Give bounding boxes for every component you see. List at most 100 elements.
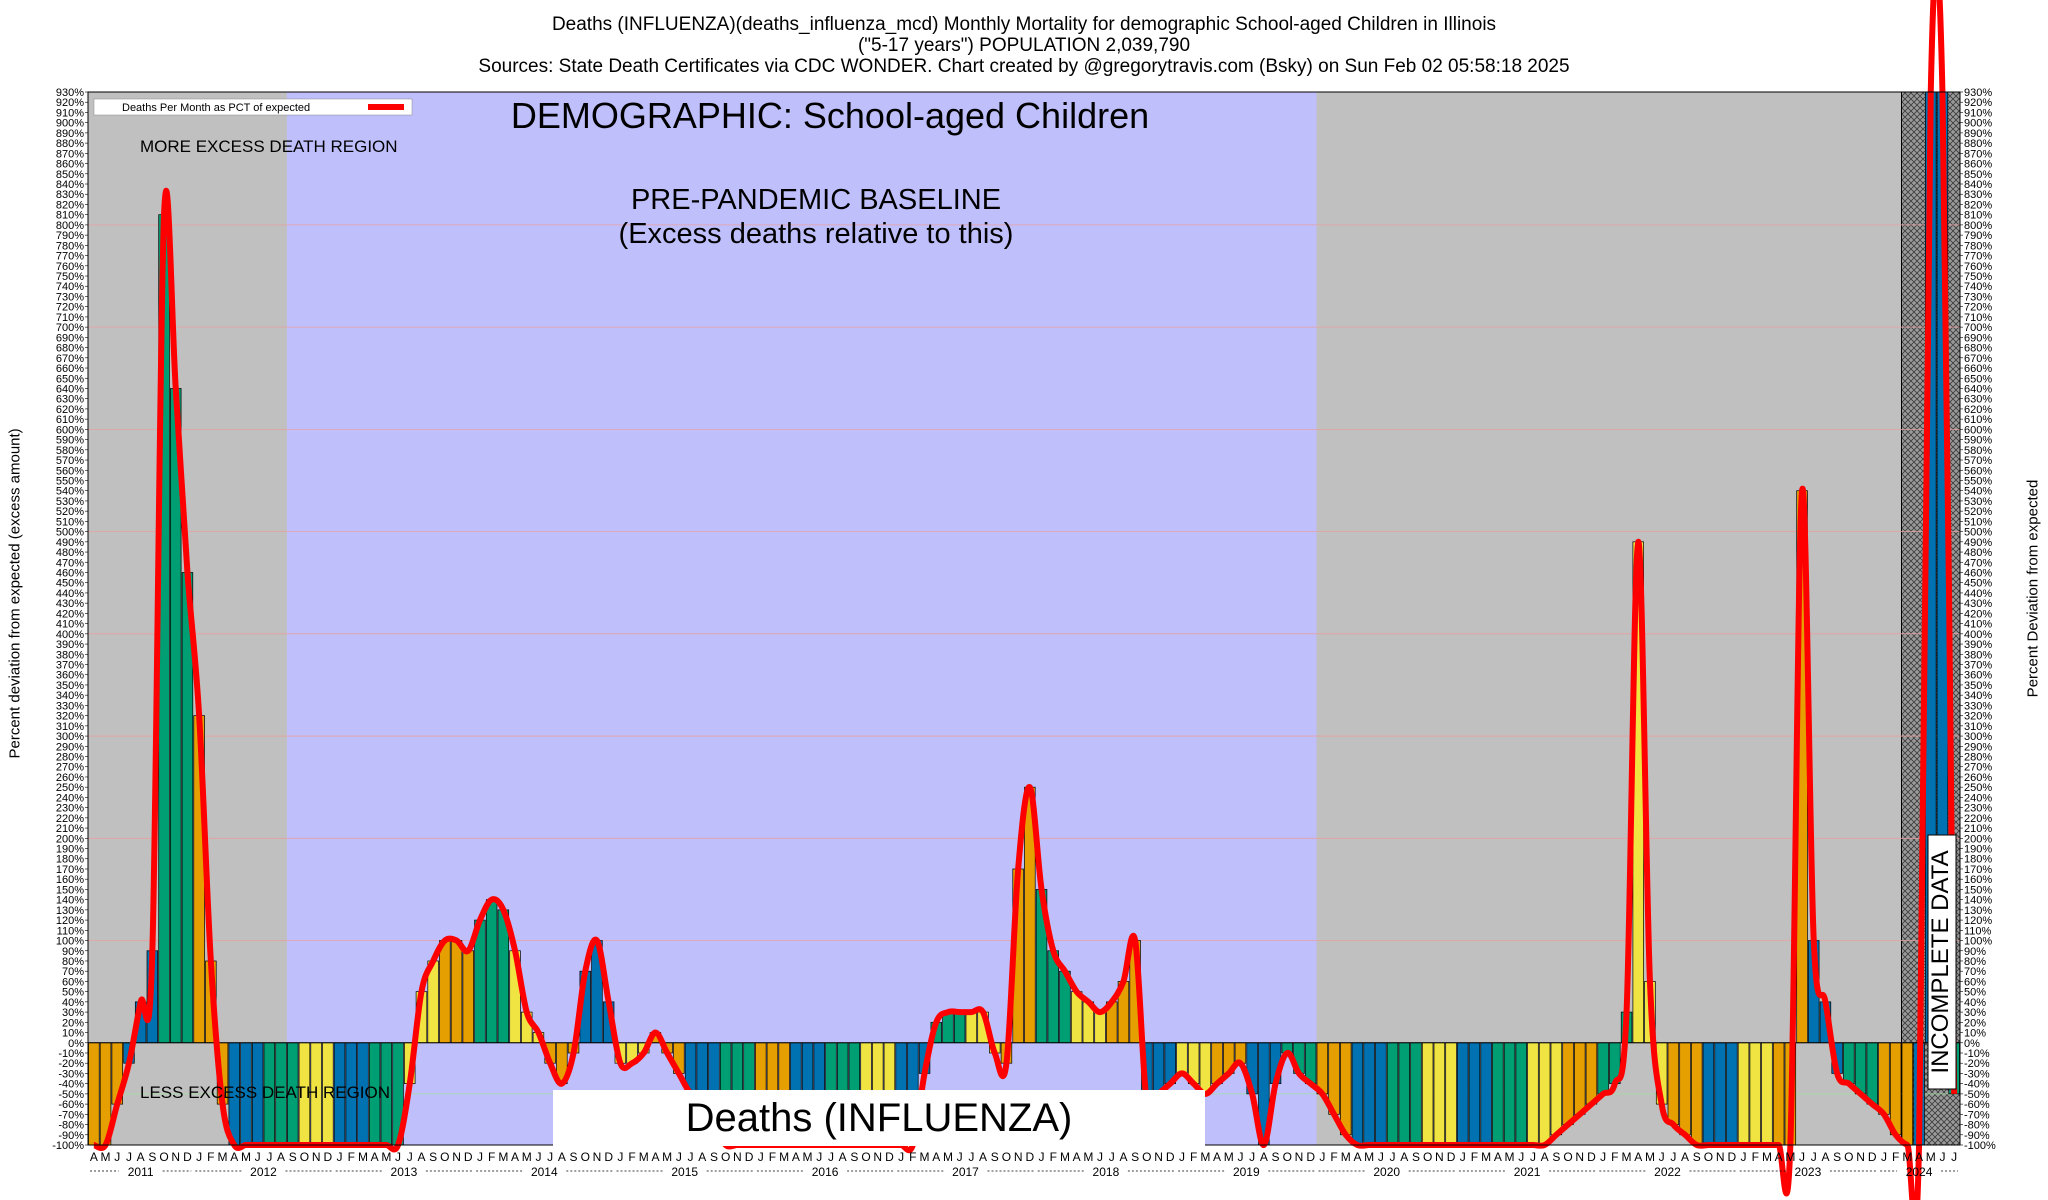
x-tick-month-label: M [779,1150,789,1164]
y-tick-label-left: 490% [56,537,84,549]
bar [485,899,498,1044]
x-tick-month-label: D [1868,1150,1877,1164]
x-tick-month-label: N [171,1150,180,1164]
chart-title-line2: ("5-17 years") POPULATION 2,039,790 [857,35,1191,56]
x-tick-month-label: J [816,1150,822,1164]
y-tick-label-left: 280% [56,752,84,764]
x-tick-month-label: J [547,1150,553,1164]
x-tick-month-label: N [312,1150,321,1164]
x-tick-month-label: J [1378,1150,1384,1164]
x-tick-year-label: 2023 [1795,1165,1822,1179]
x-tick-month-label: F [1471,1150,1478,1164]
x-tick-month-label: N [1295,1150,1304,1164]
y-tick-label-right: 720% [1964,302,1992,314]
y-tick-label-right: 140% [1964,895,1992,907]
x-tick-month-label: D [1728,1150,1737,1164]
y-tick-label-left: 600% [56,424,84,436]
x-tick-month-label: O [721,1150,730,1164]
x-tick-month-label: S [710,1150,718,1164]
y-tick-label-right: 510% [1964,516,1992,528]
y-tick-label-right: 760% [1964,261,1992,273]
y-tick-label-right: 700% [1964,322,1992,334]
x-tick-month-label: O [581,1150,590,1164]
x-tick-month-label: J [1518,1150,1524,1164]
incomplete-data-label: INCOMPLETE DATA [1927,850,1954,1073]
x-tick-month-label: O [1002,1150,1011,1164]
x-tick-month-label: A [417,1150,425,1164]
y-tick-label-right: 410% [1964,619,1992,631]
bar [1574,1042,1586,1115]
y-tick-label-right: 520% [1964,506,1992,518]
y-tick-label-left: 470% [56,557,84,569]
bar [1199,1042,1212,1095]
x-tick-month-label: F [488,1150,495,1164]
y-tick-label-left: 700% [56,322,84,334]
x-tick-month-label: F [1190,1150,1197,1164]
y-tick-label-right: 350% [1964,680,1992,692]
x-tick-month-label: J [1600,1150,1606,1164]
bar [88,1042,100,1146]
bar [1667,1042,1680,1125]
bar [1866,1042,1878,1105]
y-tick-label-left: 640% [56,383,84,395]
x-tick-month-label: S [148,1150,156,1164]
y-tick-label-left: 250% [56,782,84,794]
y-tick-label-right: -70% [1964,1109,1990,1121]
y-tick-label-left: 330% [56,700,84,712]
x-tick-month-label: J [957,1150,963,1164]
y-tick-label-left: 930% [56,87,84,99]
x-tick-month-label: O [1283,1150,1292,1164]
x-tick-month-label: M [639,1150,649,1164]
x-tick-month-label: F [909,1150,916,1164]
x-tick-month-label: F [348,1150,355,1164]
bar [1094,1011,1106,1044]
y-tick-label-right: 230% [1964,803,1992,815]
x-tick-month-label: M [1200,1150,1210,1164]
x-tick-month-label: J [688,1150,694,1164]
x-tick-month-label: A [651,1150,659,1164]
y-tick-label-right: 870% [1964,148,1992,160]
y-tick-label-left: 70% [62,966,84,978]
bar [1772,1042,1785,1146]
bar [462,950,474,1044]
x-tick-month-label: N [452,1150,461,1164]
y-tick-label-left: 90% [62,946,84,958]
y-tick-label-right: -40% [1964,1079,1990,1091]
y-tick-label-right: -10% [1964,1048,1990,1060]
x-tick-month-label: F [1892,1150,1899,1164]
y-tick-label-right: 860% [1964,159,1992,171]
y-tick-label-right: 460% [1964,567,1992,579]
y-axis-label-right: Percent Deviation from expected [2024,479,2042,698]
x-tick-month-label: J [617,1150,623,1164]
y-tick-label-left: 390% [56,639,84,651]
x-tick-year-label: 2011 [128,1165,154,1179]
x-tick-month-label: A [277,1150,285,1164]
x-tick-month-label: A [1681,1150,1689,1164]
x-tick-month-label: F [1330,1150,1337,1164]
x-tick-month-label: A [1119,1150,1127,1164]
baseline-label-line1: PRE-PANDEMIC BASELINE [631,184,1001,216]
x-tick-month-label: M [218,1150,228,1164]
bar [1527,1042,1539,1146]
y-tick-label-left: -100% [52,1140,84,1152]
y-tick-label-right: -80% [1964,1120,1990,1132]
x-tick-month-label: D [464,1150,473,1164]
x-tick-month-label: A [1213,1150,1221,1164]
x-tick-month-label: A [792,1150,800,1164]
x-tick-month-label: S [991,1150,999,1164]
x-tick-month-label: O [159,1150,168,1164]
y-tick-label-left: 350% [56,680,84,692]
x-tick-month-label: A [1494,1150,1502,1164]
x-tick-month-label: F [207,1150,214,1164]
y-tick-label-right: -30% [1964,1068,1990,1080]
x-tick-month-label: O [1704,1150,1713,1164]
y-tick-label-right: 740% [1964,281,1992,293]
bar [450,940,463,1044]
y-tick-label-right: -60% [1964,1099,1990,1111]
x-tick-month-label: F [1050,1150,1057,1164]
x-tick-month-label: J [1951,1150,1957,1164]
y-tick-label-right: 270% [1964,762,1992,774]
y-tick-label-left: 340% [56,690,84,702]
y-tick-label-left: 230% [56,803,84,815]
x-tick-month-label: A [698,1150,706,1164]
